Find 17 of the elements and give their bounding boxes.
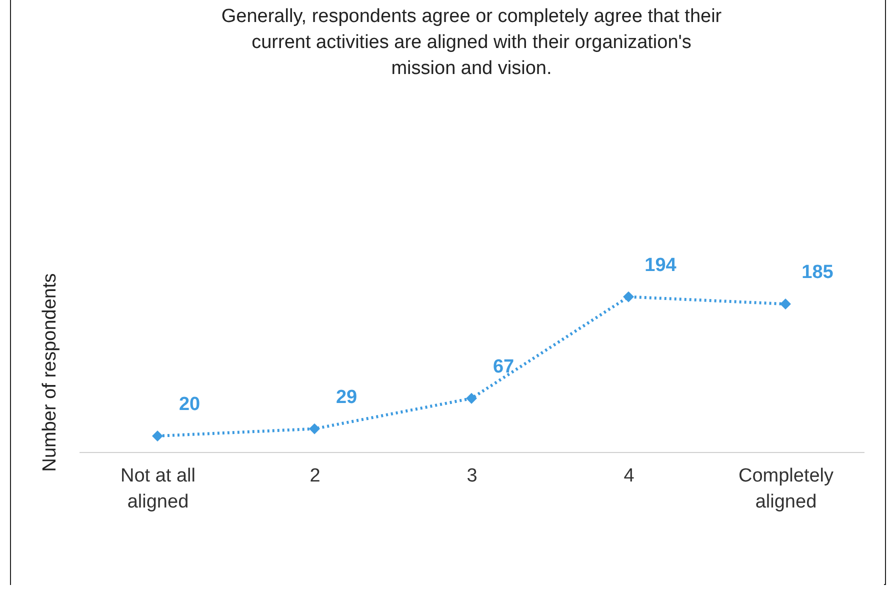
x-tick-label: Completely aligned	[738, 466, 834, 512]
data-label: 67	[492, 356, 514, 378]
point	[309, 423, 320, 434]
chart-title: Generally, respondents agree or completely agree that their current activities are aligned with their organization's mission and vision.	[221, 6, 722, 79]
point	[466, 392, 477, 404]
point	[152, 430, 163, 442]
x-tick-label: 4	[624, 466, 635, 486]
data-label: 20	[178, 394, 200, 415]
y-axis-title: Number of respondents	[40, 273, 60, 472]
x-tick-label: 3	[466, 466, 478, 486]
point	[623, 291, 634, 302]
point	[780, 298, 791, 310]
data-label: 194	[644, 254, 677, 276]
data-label: 29	[336, 386, 358, 408]
data-label: 185	[802, 262, 834, 283]
x-tick-label: Not at all aligned	[120, 466, 196, 512]
x-tick-label: 2	[310, 466, 320, 486]
